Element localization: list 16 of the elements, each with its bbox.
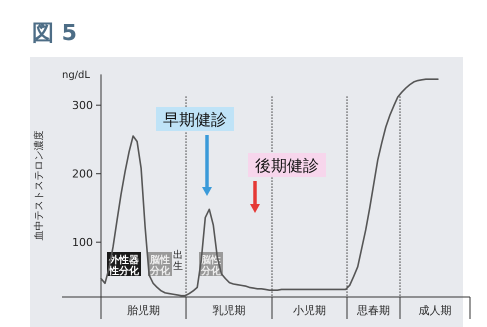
text: ng/dL <box>62 70 90 81</box>
chart-title: 図 5 <box>32 21 77 46</box>
annotation: 出生 <box>173 249 183 272</box>
text: 小児期 <box>293 304 326 317</box>
text: 乳児期 <box>212 304 246 317</box>
annotation: 脳性分化 <box>149 254 171 277</box>
text: 成人期 <box>418 304 452 317</box>
y-tick-label: 100 <box>72 236 93 250</box>
y-axis-title: 血中テストステロン濃度 <box>33 130 45 241</box>
text: 胎児期 <box>127 304 160 317</box>
text: 思春期 <box>356 304 390 317</box>
y-tick-label: 200 <box>72 168 93 181</box>
line-series <box>100 78 439 296</box>
annotation: 後期健診 <box>255 156 319 175</box>
annotation: 早期健診 <box>163 110 227 129</box>
y-tick-label: 300 <box>72 99 93 112</box>
